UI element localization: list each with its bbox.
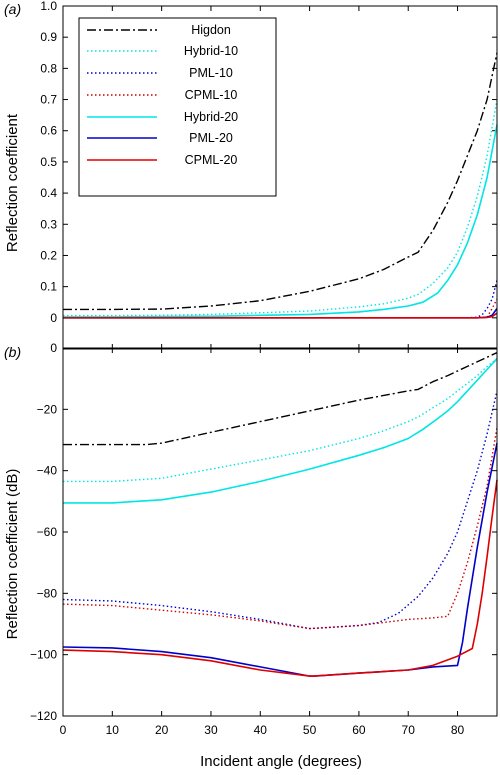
panel-b-x-tick-label: 80	[451, 723, 465, 737]
panel-b-x-tick-label: 50	[303, 723, 317, 737]
legend-item-hybrid-20: Hybrid-20	[87, 110, 238, 124]
legend-item-hybrid-10: Hybrid-10	[87, 44, 238, 58]
panel-b-series-cpml-10	[62, 427, 498, 630]
panel-b-series-pml-20	[62, 442, 498, 677]
legend-label-pml-20: PML-20	[189, 131, 233, 145]
panel-b-y-axis-title: Reflection coefficient (dB)	[4, 469, 21, 640]
panel-b-y-tick-label: −80	[37, 586, 58, 600]
panel-b: (b) Reflection coefficient (dB) 0 10 20 30 4…	[4, 341, 498, 770]
panel-a: (a) Reflection coefficient 0 0.1 0.2 0.3 0.4…	[4, 0, 498, 350]
panel-b-label: (b)	[4, 344, 21, 360]
panel-b-y-tick-label: −60	[37, 525, 58, 539]
panel-a-y-tick-label: 0.8	[40, 61, 57, 75]
legend-item-cpml-10: CPML-10	[87, 88, 237, 102]
panel-b-x-tick-label: 60	[352, 723, 366, 737]
panel-a-y-tick-label: 0.2	[40, 248, 57, 262]
legend-label-pml-10: PML-10	[189, 66, 233, 80]
legend-label-higdon: Higdon	[191, 23, 231, 37]
legend-label-cpml-10: CPML-10	[185, 88, 238, 102]
panel-a-series-hybrid-20	[63, 124, 498, 318]
legend: Higdon Hybrid-10 PML-10 CPML-10 Hybrid-2…	[78, 17, 277, 197]
legend-items: Higdon Hybrid-10 PML-10 CPML-10 Hybrid-2…	[87, 23, 238, 167]
panel-a-y-tick-label: 0.1	[40, 280, 57, 294]
panel-b-frame	[62, 347, 498, 717]
panel-a-y-tick-label: 0	[50, 311, 57, 325]
panel-b-series-hybrid-20	[63, 358, 498, 504]
panel-b-y-tick-label: −120	[30, 709, 57, 723]
legend-box	[78, 17, 277, 197]
panel-a-series-higdon	[63, 52, 498, 311]
panel-a-y-tick-label: 0.3	[40, 217, 57, 231]
panel-b-y-tick-label: −20	[37, 402, 58, 416]
panel-b-series-cpml-20	[62, 479, 498, 677]
panel-a-y-tick-label: 1.0	[40, 0, 57, 13]
legend-label-hybrid-10: Hybrid-10	[184, 44, 238, 58]
panel-b-x-tick-label: 20	[155, 723, 169, 737]
panel-b-y-tick-label: 0	[50, 341, 57, 355]
panel-a-y-tick-label: 0.7	[40, 93, 57, 107]
panel-b-series-hybrid-10	[63, 358, 498, 483]
legend-item-higdon: Higdon	[87, 23, 231, 37]
panel-a-y-tick-label: 0.6	[40, 124, 57, 138]
panel-a-plot: 0 0.1 0.2 0.3 0.4 0.5 0.6 0.7 0.8 0.9 1.0	[40, 0, 498, 349]
panel-a-y-tick-label: 0.9	[40, 30, 57, 44]
panel-b-x-tick-label: 30	[204, 723, 218, 737]
panel-b-x-tick-label: 0	[60, 723, 67, 737]
legend-item-cpml-20: CPML-20	[87, 153, 237, 167]
legend-item-pml-20: PML-20	[87, 131, 233, 145]
panel-b-y-tick-label: −100	[30, 648, 57, 662]
panel-b-series-higdon	[63, 351, 498, 446]
legend-item-pml-10: PML-10	[87, 66, 233, 80]
panel-a-y-tick-label: 0.4	[40, 186, 57, 200]
panel-a-series-hybrid-10	[63, 99, 498, 317]
panel-a-frame	[62, 5, 498, 350]
panel-a-y-tick-label: 0.5	[40, 155, 57, 169]
panel-b-plot: 0 10 20 30 40 50 60 70 80 −120 −100 −80 −60 −40 −20 0	[30, 341, 498, 737]
panel-a-label: (a)	[4, 1, 21, 17]
panel-b-x-tick-label: 70	[402, 723, 416, 737]
legend-label-cpml-20: CPML-20	[185, 153, 238, 167]
panel-b-x-tick-label: 10	[106, 723, 120, 737]
legend-label-hybrid-20: Hybrid-20	[184, 110, 238, 124]
panel-b-y-tick-label: −40	[37, 464, 58, 478]
panel-b-series-pml-10	[62, 390, 498, 630]
panel-a-series-cpml-20	[63, 312, 498, 319]
panel-a-y-axis-title: Reflection coefficient	[4, 113, 21, 252]
x-axis-title: Incident angle (degrees)	[200, 753, 362, 770]
panel-b-x-tick-label: 40	[254, 723, 268, 737]
